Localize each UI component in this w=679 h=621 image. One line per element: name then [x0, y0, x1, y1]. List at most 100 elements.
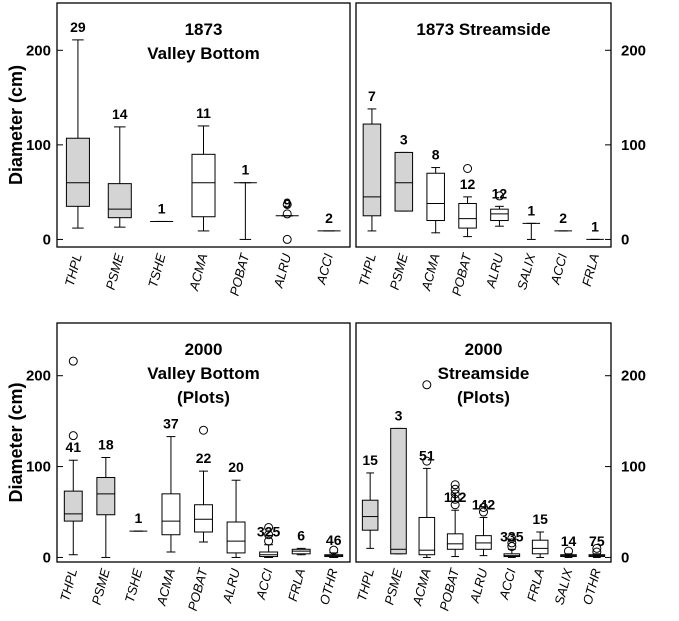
- x-tick-label: TSHE: [122, 567, 146, 605]
- x-tick-label: FRLA: [524, 567, 547, 603]
- count-label: 7: [368, 88, 376, 104]
- count-label: 1: [158, 200, 166, 216]
- box: [426, 172, 445, 222]
- x-tick-label: PSME: [89, 567, 113, 607]
- count-label: 1: [134, 510, 142, 526]
- outlier: [329, 545, 339, 555]
- count-label: 14: [561, 533, 577, 549]
- outlier: [507, 538, 517, 548]
- count-label: 75: [589, 533, 605, 549]
- count-label: 8: [432, 147, 440, 163]
- panel-title: 2000: [465, 340, 503, 359]
- panel-frame: [56, 2, 351, 248]
- outlier: [479, 502, 488, 512]
- y-tick-label: 0: [621, 231, 629, 248]
- box: [418, 516, 436, 556]
- box: [65, 137, 90, 207]
- x-tick-label: FRLA: [579, 252, 602, 288]
- outlier: [282, 209, 292, 219]
- count-label: 20: [228, 459, 244, 475]
- outlier: [564, 546, 573, 556]
- count-label: 29: [70, 19, 86, 35]
- box: [394, 151, 414, 212]
- x-tick-label: POBAT: [185, 566, 211, 613]
- outlier: [264, 522, 274, 532]
- count-label: 37: [163, 416, 179, 432]
- count-label: 15: [532, 511, 548, 527]
- y-tick-label: 100: [621, 137, 646, 154]
- outlier: [264, 530, 274, 540]
- box: [390, 427, 407, 555]
- count-label: 325: [257, 524, 281, 540]
- count-label: 142: [472, 496, 496, 512]
- panel-frame: [355, 2, 612, 248]
- x-tick-label: THPL: [356, 252, 379, 288]
- outlier: [507, 533, 517, 543]
- x-tick-label: ACCI: [253, 567, 276, 602]
- x-tick-label: ACCI: [547, 252, 570, 287]
- outlier: [592, 543, 602, 553]
- panel-title: Streamside: [438, 364, 530, 383]
- count-label: 14: [112, 106, 128, 122]
- x-tick-label: TSHE: [145, 252, 169, 290]
- x-tick-label: THPL: [62, 252, 85, 288]
- box: [107, 183, 132, 219]
- x-tick-label: ALRU: [467, 566, 491, 605]
- x-tick-label: POBAT: [436, 566, 462, 613]
- count-label: 335: [500, 528, 524, 544]
- count-label: 1: [591, 218, 599, 234]
- outlier: [422, 380, 432, 390]
- box: [191, 153, 216, 218]
- x-tick-label: ALRU: [483, 251, 507, 290]
- x-tick-label: ALRU: [270, 251, 294, 290]
- y-tick-label: 100: [621, 459, 646, 476]
- x-tick-label: THPL: [354, 567, 377, 603]
- count-label: 3: [395, 407, 403, 423]
- count-label: 46: [326, 532, 342, 548]
- outlier: [450, 480, 460, 490]
- outlier: [592, 547, 602, 557]
- box: [361, 499, 379, 531]
- count-label: 51: [419, 447, 435, 463]
- x-tick-label: ACMA: [153, 567, 177, 608]
- panel-frame: [355, 322, 612, 563]
- outlier: [463, 164, 473, 174]
- outlier: [68, 431, 78, 441]
- panel-title: Valley Bottom: [147, 44, 259, 63]
- count-label: 1: [527, 202, 535, 218]
- count-label: 12: [460, 176, 476, 192]
- outlier: [494, 191, 504, 201]
- count-label: 12: [492, 185, 508, 201]
- outlier: [264, 536, 274, 546]
- x-tick-label: OTHR: [317, 567, 341, 606]
- x-tick-label: THPL: [57, 567, 80, 603]
- count-label: 9: [283, 195, 291, 211]
- box: [446, 533, 464, 550]
- x-tick-label: PSME: [381, 567, 405, 607]
- box: [226, 521, 246, 554]
- x-tick-label: ACCI: [313, 252, 336, 287]
- outlier: [282, 199, 292, 209]
- y-tick-label: 200: [26, 368, 51, 385]
- y-tick-label: 100: [26, 137, 51, 154]
- x-tick-label: SALIX: [514, 251, 538, 292]
- count-label: 18: [98, 436, 114, 452]
- outlier: [450, 489, 460, 499]
- count-label: 6: [297, 527, 305, 543]
- box: [531, 539, 549, 555]
- outlier: [68, 356, 78, 366]
- x-tick-label: FRLA: [285, 567, 308, 603]
- x-tick-label: PSME: [387, 252, 411, 292]
- outlier: [282, 234, 292, 244]
- y-axis-label: Diameter (cm): [6, 382, 26, 502]
- x-tick-label: POBAT: [449, 251, 475, 298]
- count-label: 15: [362, 452, 378, 468]
- count-label: 2: [325, 210, 333, 226]
- x-tick-label: ACCI: [496, 567, 519, 602]
- panel-title: (Plots): [177, 388, 230, 407]
- count-label: 11: [196, 105, 211, 121]
- y-tick-label: 200: [621, 368, 646, 385]
- x-tick-label: ACMA: [409, 567, 433, 608]
- y-tick-label: 100: [26, 459, 51, 476]
- count-label: 41: [65, 439, 81, 455]
